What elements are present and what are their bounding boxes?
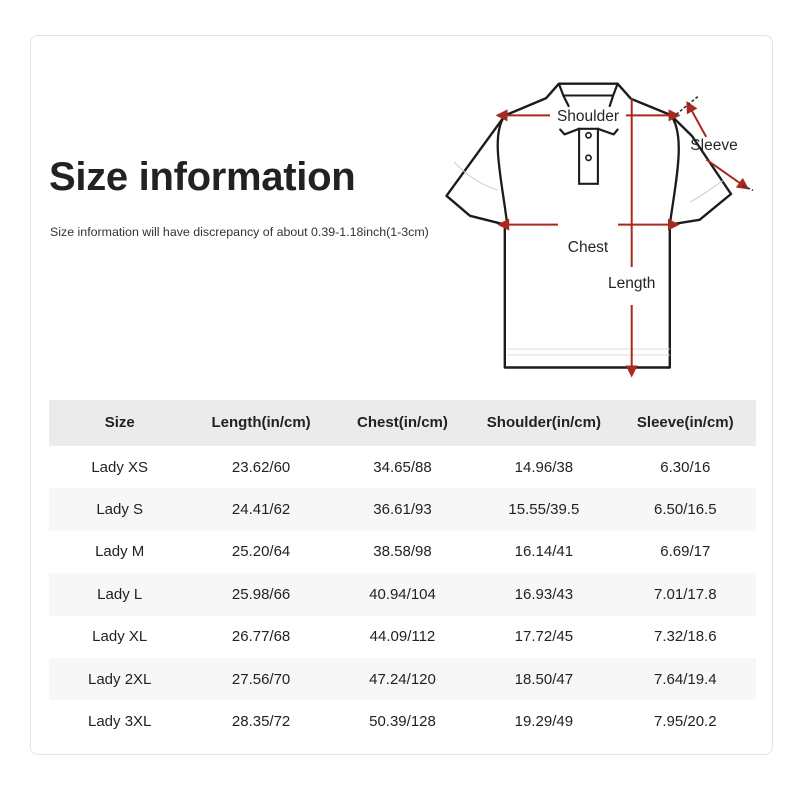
- svg-text:Chest: Chest: [568, 239, 609, 256]
- svg-text:Sleeve: Sleeve: [690, 137, 737, 154]
- svg-text:Shoulder: Shoulder: [557, 108, 619, 125]
- svg-text:Length: Length: [608, 275, 655, 292]
